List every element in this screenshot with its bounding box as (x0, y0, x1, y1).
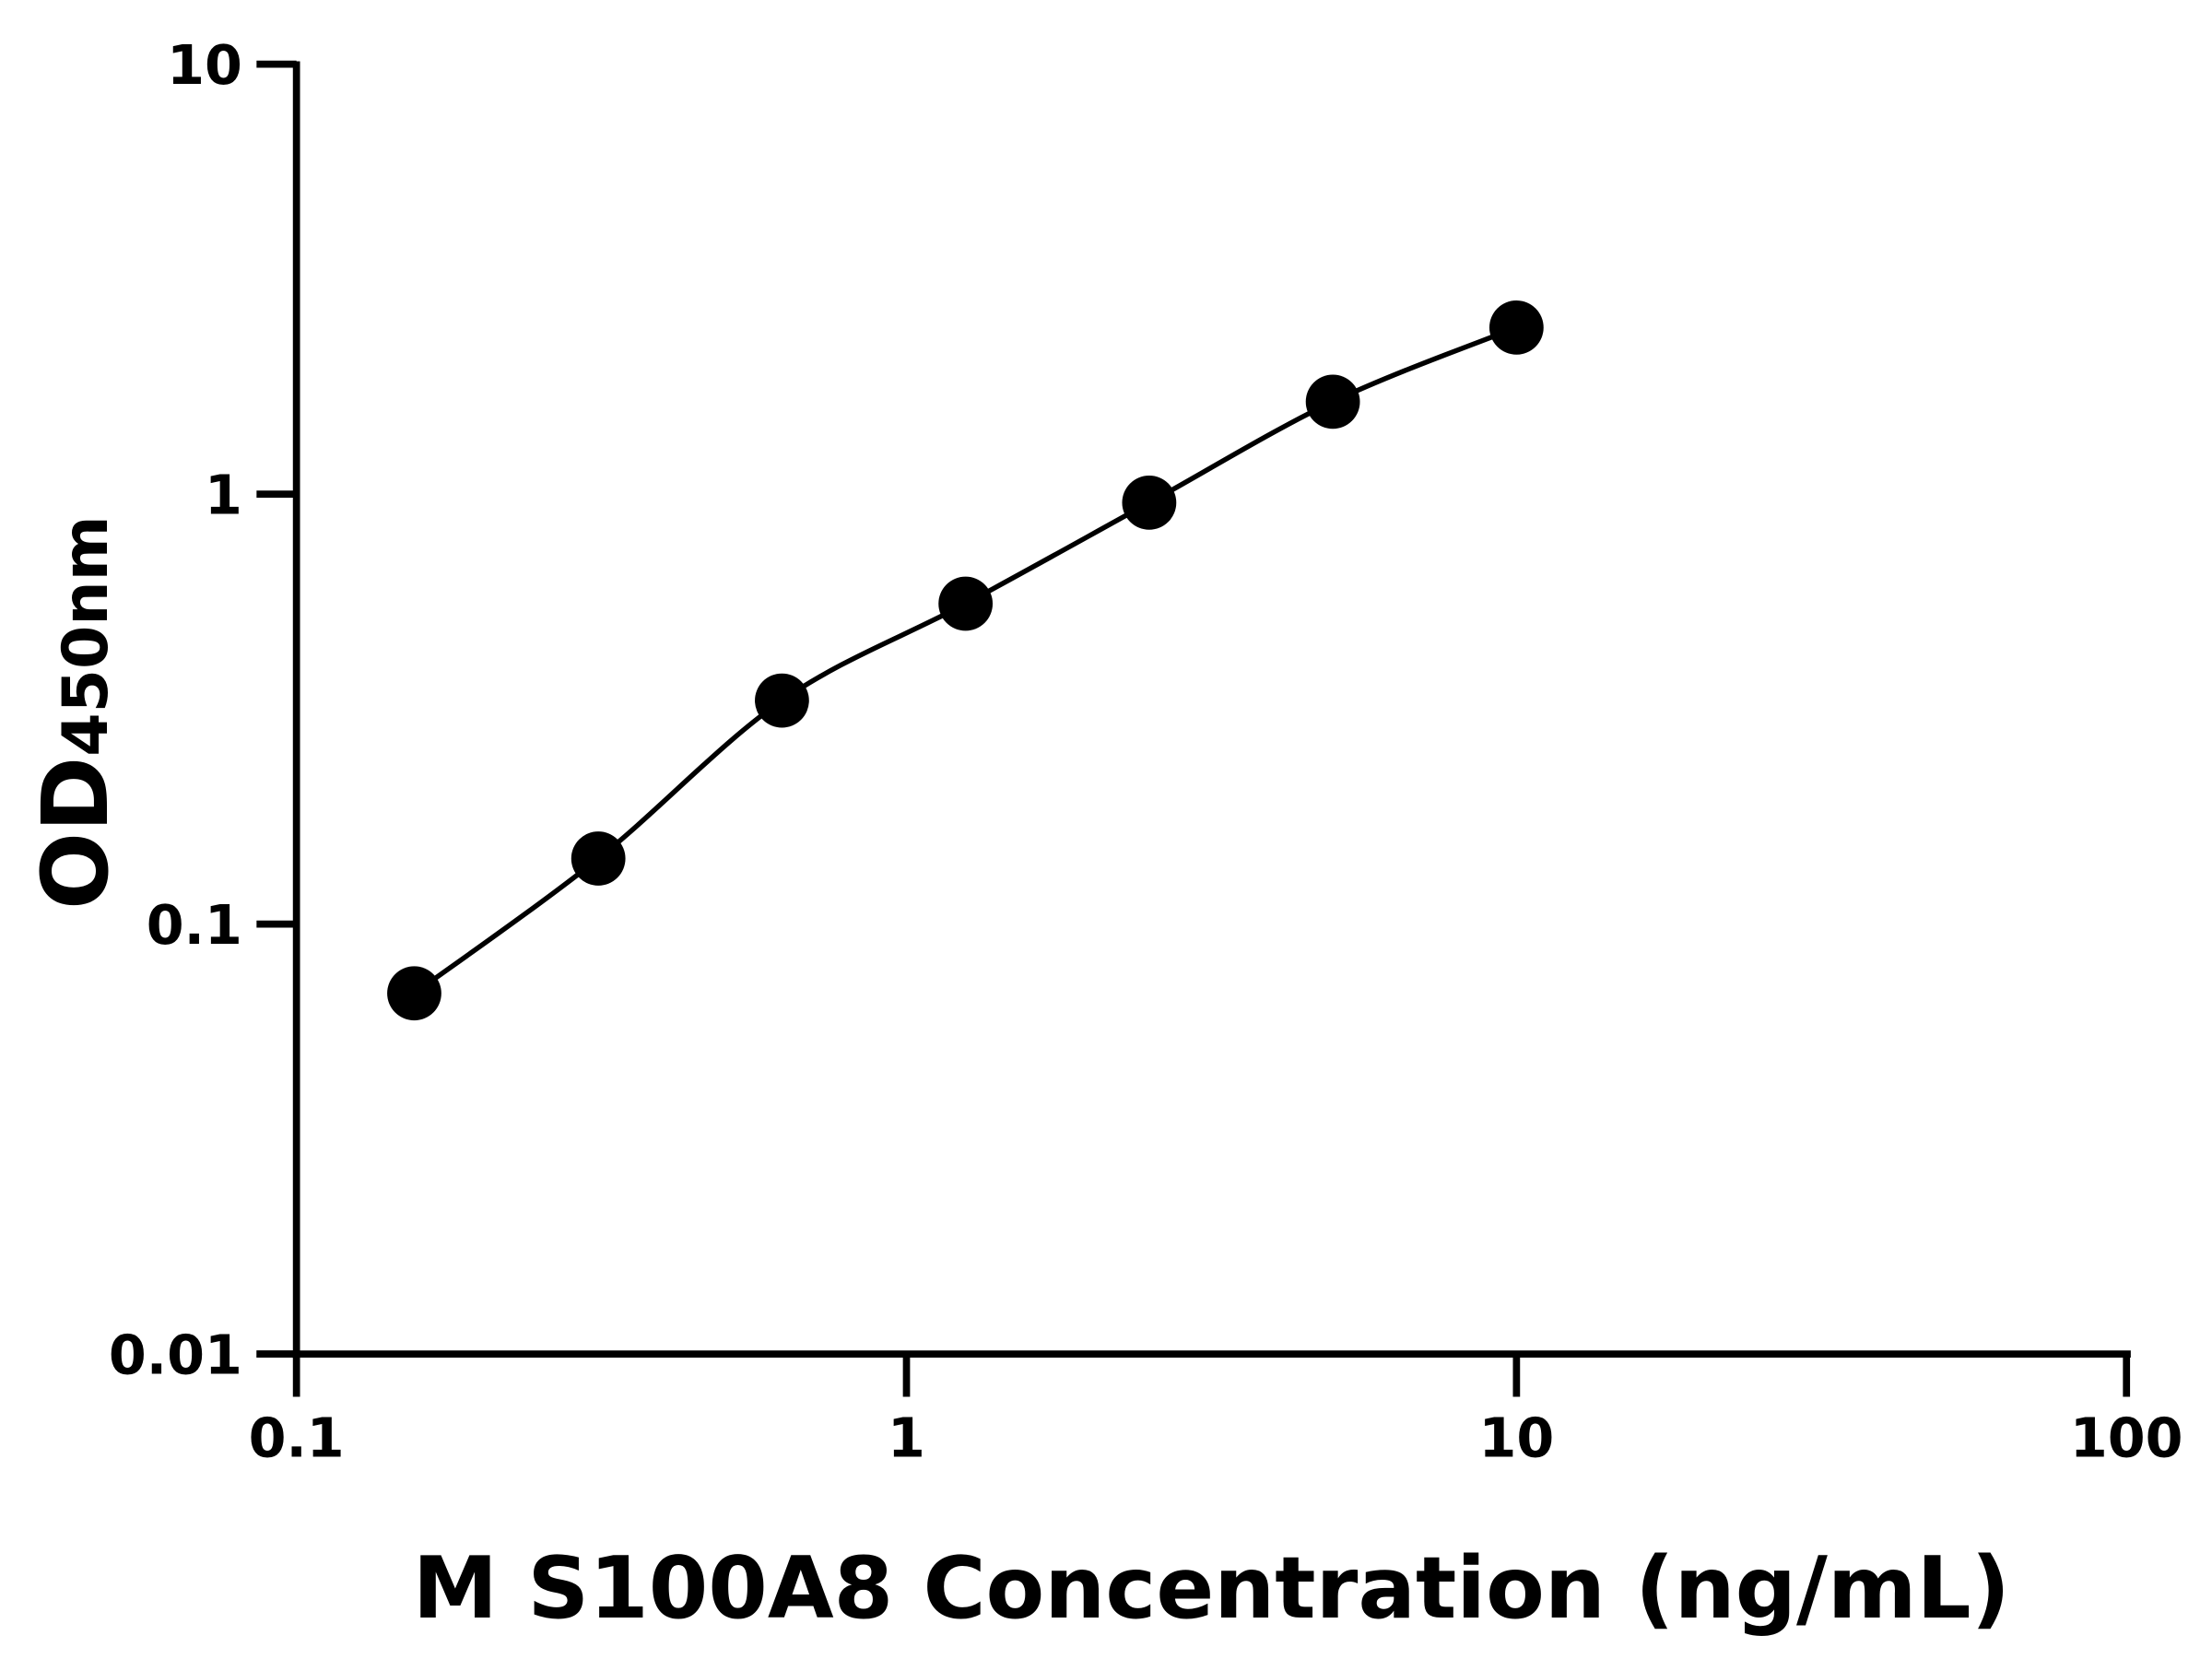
y-tick-label: 0.01 (109, 1324, 242, 1387)
data-point (1122, 476, 1177, 530)
y-axis-label-main: OD (23, 757, 129, 910)
data-point (1488, 300, 1544, 355)
x-ticks: 0.1 1 10 100 (249, 1354, 2183, 1469)
data-point (387, 966, 441, 1021)
x-tick-label: 0.1 (249, 1406, 345, 1469)
y-tick-label: 1 (205, 464, 242, 527)
y-axis-label-sub: 450nm (50, 515, 123, 756)
x-axis-label: M S100A8 Concentration (ng/mL) (413, 1538, 2010, 1638)
points-layer (387, 300, 1544, 1021)
fit-curve (412, 324, 1518, 995)
y-axis-label: OD450nm (23, 515, 129, 910)
data-point (755, 673, 809, 728)
y-tick-label: 0.1 (147, 893, 242, 957)
x-tick-label: 1 (888, 1406, 925, 1469)
x-tick-label: 100 (2070, 1406, 2183, 1469)
data-point (1305, 374, 1360, 429)
fit-curve-layer (412, 324, 1518, 995)
y-tick-label: 10 (167, 33, 242, 97)
x-tick-label: 10 (1478, 1406, 1554, 1469)
y-ticks: 0.01 0.1 1 10 (109, 33, 297, 1387)
data-point (571, 831, 626, 886)
data-point (938, 576, 994, 631)
